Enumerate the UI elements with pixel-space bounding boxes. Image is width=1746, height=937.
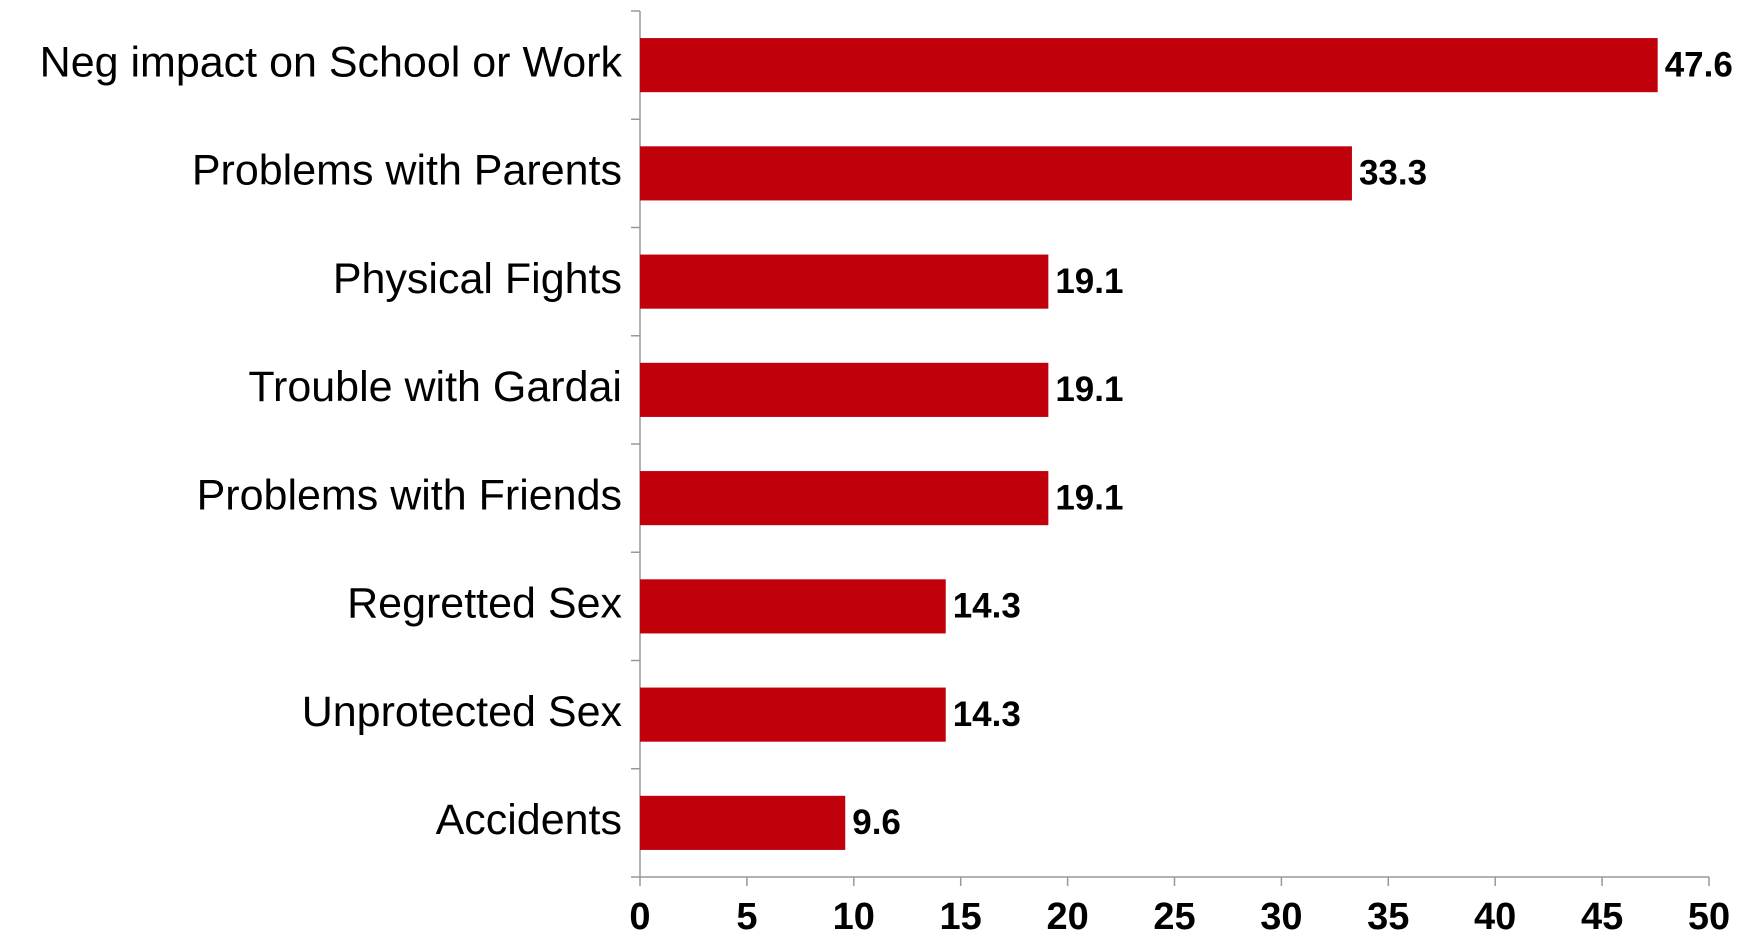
x-tick-label: 25 [1153, 896, 1195, 937]
data-label: 33.3 [1359, 154, 1427, 193]
data-label: 19.1 [1055, 262, 1123, 301]
x-tick-label: 20 [1046, 896, 1088, 937]
bar [640, 38, 1658, 93]
data-label: 47.6 [1665, 45, 1733, 84]
data-label: 9.6 [852, 803, 901, 842]
data-label: 19.1 [1055, 370, 1123, 409]
data-label: 19.1 [1055, 478, 1123, 517]
data-label: 14.3 [953, 587, 1021, 626]
y-tick-label: Problems with Parents [192, 147, 622, 195]
y-tick-label: Physical Fights [333, 255, 622, 303]
y-tick-label: Accidents [436, 796, 622, 844]
y-tick-label: Unprotected Sex [302, 688, 623, 736]
x-tick-label: 40 [1474, 896, 1516, 937]
x-tick-label: 50 [1688, 896, 1730, 937]
x-tick-label: 15 [940, 896, 982, 937]
x-tick-label: 10 [833, 896, 875, 937]
bar [640, 687, 946, 742]
x-tick-label: 5 [736, 896, 757, 937]
x-tick-label: 35 [1367, 896, 1409, 937]
bar [640, 362, 1049, 417]
y-tick-label: Neg impact on School or Work [40, 38, 623, 86]
x-tick-label: 45 [1581, 896, 1623, 937]
bar [640, 471, 1049, 526]
data-label: 14.3 [953, 695, 1021, 734]
bar [640, 146, 1352, 201]
y-tick-label: Trouble with Gardai [248, 363, 622, 411]
y-tick-label: Problems with Friends [197, 471, 622, 519]
y-tick-label: Regretted Sex [347, 580, 622, 628]
bar [640, 795, 846, 850]
bar [640, 254, 1049, 309]
x-tick-label: 30 [1260, 896, 1302, 937]
x-tick-label: 0 [629, 896, 650, 937]
bar [640, 579, 946, 634]
